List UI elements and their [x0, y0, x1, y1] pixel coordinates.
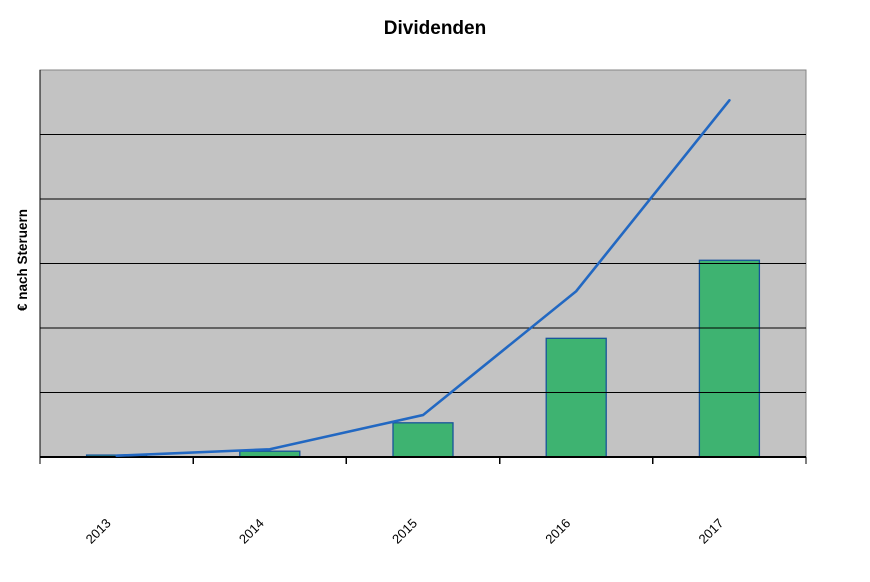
x-axis-label-2016: 2016	[542, 516, 573, 547]
x-axis-label-2014: 2014	[236, 516, 267, 547]
bar-2017	[698, 259, 761, 458]
bar-2016	[545, 337, 607, 458]
chart-title: Dividenden	[383, 18, 487, 39]
dividend-trend-line	[115, 99, 731, 458]
bar-2015	[392, 422, 454, 458]
x-axis-label-2017: 2017	[695, 516, 726, 547]
x-axis-label-2015: 2015	[389, 516, 420, 547]
x-axis-label-2013: 2013	[83, 516, 114, 547]
y-axis-title: € nach Steruern	[15, 208, 30, 312]
bar-2014	[239, 450, 301, 458]
